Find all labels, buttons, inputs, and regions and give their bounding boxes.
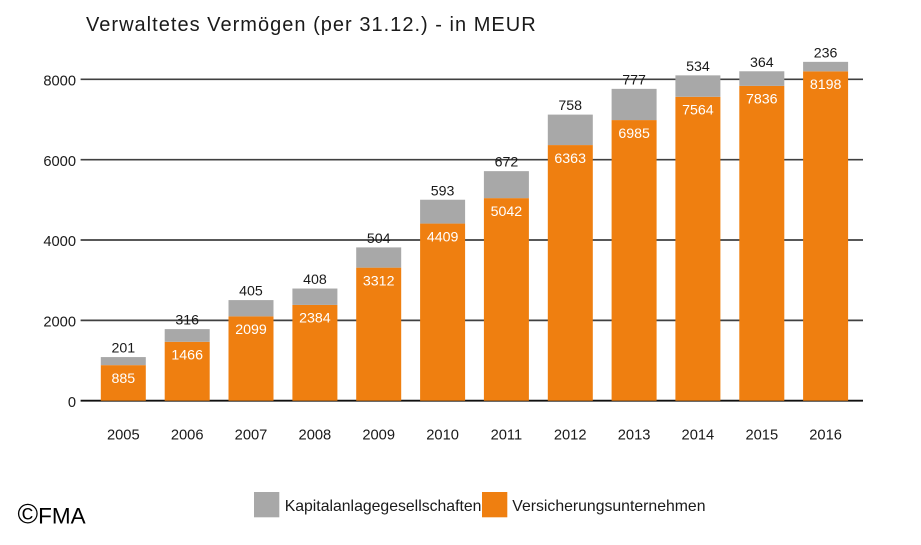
svg-text:758: 758: [558, 98, 582, 114]
svg-text:534: 534: [686, 59, 710, 75]
svg-text:885: 885: [111, 371, 135, 387]
svg-text:2009: 2009: [362, 428, 395, 444]
svg-text:593: 593: [431, 183, 455, 199]
svg-text:6985: 6985: [618, 126, 650, 142]
svg-text:7564: 7564: [682, 103, 714, 119]
svg-text:2010: 2010: [426, 428, 459, 444]
svg-text:Verwaltetes Vermögen (per 31.1: Verwaltetes Vermögen (per 31.12.) - in M…: [86, 14, 537, 36]
svg-text:3312: 3312: [363, 273, 395, 289]
svg-text:©FMA: ©FMA: [18, 499, 86, 530]
svg-text:504: 504: [367, 231, 391, 247]
svg-text:672: 672: [495, 155, 519, 171]
svg-text:405: 405: [239, 284, 263, 300]
svg-text:201: 201: [111, 341, 135, 357]
svg-text:6363: 6363: [554, 151, 586, 167]
svg-text:2014: 2014: [682, 428, 715, 444]
svg-text:5042: 5042: [491, 204, 523, 220]
svg-text:2006: 2006: [171, 428, 204, 444]
svg-text:8000: 8000: [43, 74, 76, 90]
svg-text:364: 364: [750, 55, 774, 71]
svg-text:2015: 2015: [745, 428, 778, 444]
svg-text:4000: 4000: [43, 234, 76, 250]
svg-text:2384: 2384: [299, 311, 331, 327]
svg-text:Kapitalanlagegesellschaften: Kapitalanlagegesellschaften: [285, 498, 482, 515]
svg-text:2007: 2007: [235, 428, 268, 444]
svg-text:777: 777: [622, 73, 646, 89]
svg-text:0: 0: [68, 395, 76, 411]
svg-text:7836: 7836: [746, 92, 778, 108]
svg-text:8198: 8198: [810, 77, 842, 93]
svg-text:236: 236: [814, 46, 838, 62]
svg-text:2000: 2000: [43, 315, 76, 331]
svg-text:2016: 2016: [809, 428, 842, 444]
svg-text:2011: 2011: [491, 428, 523, 444]
svg-text:2008: 2008: [299, 428, 332, 444]
svg-text:1466: 1466: [171, 348, 203, 364]
svg-text:6000: 6000: [43, 154, 76, 170]
svg-text:408: 408: [303, 272, 327, 288]
svg-text:4409: 4409: [427, 229, 459, 245]
svg-text:2099: 2099: [235, 322, 267, 338]
svg-text:316: 316: [175, 313, 199, 329]
svg-text:Versicherungsunternehmen: Versicherungsunternehmen: [512, 498, 705, 515]
svg-text:2005: 2005: [107, 428, 140, 444]
svg-text:2013: 2013: [618, 428, 651, 444]
svg-text:2012: 2012: [554, 428, 587, 444]
